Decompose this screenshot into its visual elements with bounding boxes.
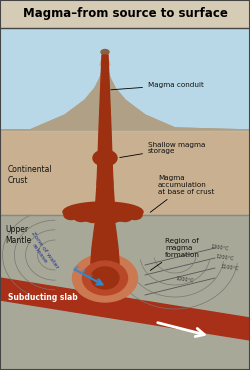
- Text: 1200°C: 1200°C: [215, 254, 234, 262]
- Ellipse shape: [64, 211, 78, 219]
- Bar: [0, 130, 250, 215]
- Text: ≈: ≈: [80, 267, 88, 276]
- Ellipse shape: [72, 254, 138, 302]
- Text: Magma conduit: Magma conduit: [111, 82, 204, 90]
- Bar: [0, 0, 250, 28]
- Polygon shape: [95, 166, 115, 212]
- Ellipse shape: [63, 202, 143, 222]
- Ellipse shape: [101, 50, 109, 54]
- Text: Magma
accumulation
at base of crust: Magma accumulation at base of crust: [150, 175, 214, 212]
- Text: Subducting slab: Subducting slab: [8, 293, 78, 303]
- Text: Zone of water
release: Zone of water release: [25, 231, 59, 273]
- Ellipse shape: [128, 211, 142, 219]
- Text: 1300°C: 1300°C: [210, 244, 229, 252]
- Ellipse shape: [118, 212, 132, 222]
- Ellipse shape: [86, 213, 100, 222]
- Text: ≈: ≈: [94, 276, 102, 285]
- Text: Shallow magma
storage: Shallow magma storage: [120, 141, 206, 158]
- Bar: [0, 215, 250, 370]
- Text: ≈: ≈: [87, 272, 95, 280]
- Text: 1100°C: 1100°C: [220, 264, 239, 272]
- Text: Continental
Crust: Continental Crust: [8, 165, 52, 185]
- Polygon shape: [0, 58, 250, 130]
- Ellipse shape: [82, 261, 128, 295]
- Text: Upper
Mantle: Upper Mantle: [5, 225, 31, 245]
- Polygon shape: [97, 55, 113, 185]
- Ellipse shape: [93, 150, 117, 166]
- Text: Region of
magma
formation: Region of magma formation: [150, 238, 200, 270]
- Bar: [0, 28, 250, 130]
- Polygon shape: [0, 278, 250, 340]
- Text: 1000°C: 1000°C: [175, 276, 194, 284]
- Ellipse shape: [91, 267, 119, 289]
- Ellipse shape: [74, 212, 88, 222]
- Text: ≈: ≈: [73, 263, 81, 271]
- Text: Magma–from source to surface: Magma–from source to surface: [22, 7, 228, 20]
- Ellipse shape: [106, 213, 120, 222]
- Polygon shape: [0, 58, 250, 130]
- Bar: [0, 28, 250, 130]
- Polygon shape: [91, 218, 119, 275]
- Polygon shape: [100, 52, 110, 65]
